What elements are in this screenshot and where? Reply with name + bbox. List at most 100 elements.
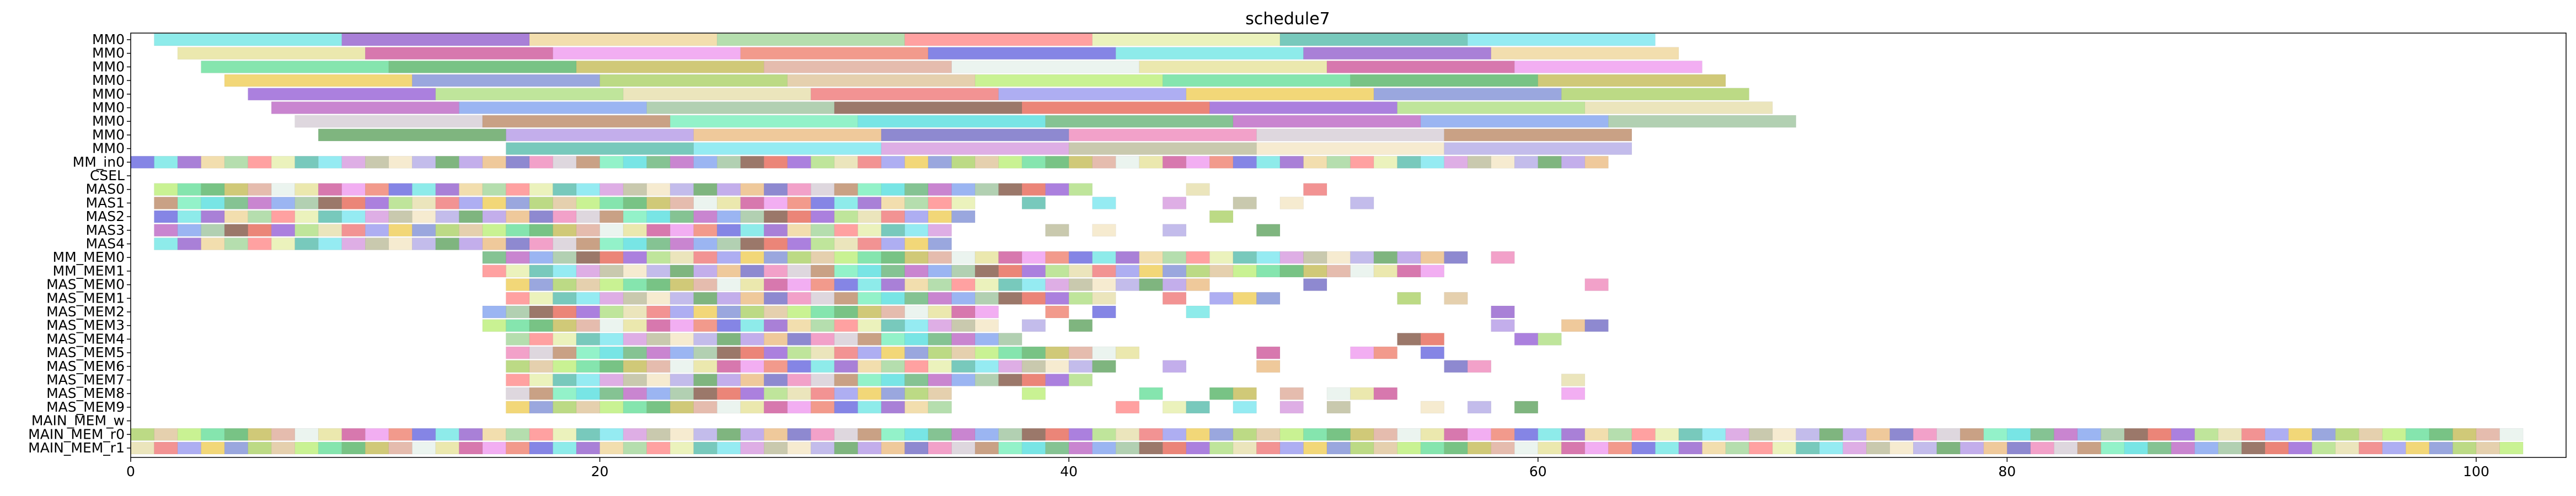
task-bar (529, 346, 553, 359)
task-bar (787, 210, 811, 223)
task-bar (459, 183, 483, 196)
task-bar (974, 333, 999, 346)
task-bar (858, 210, 882, 223)
task-bar (341, 224, 366, 237)
task-bar (693, 278, 717, 291)
task-bar (1233, 251, 1257, 264)
task-bar (1092, 155, 1116, 169)
task-bar (646, 360, 671, 373)
task-bar (1115, 278, 1140, 291)
task-bar (904, 197, 929, 209)
task-bar (1092, 346, 1116, 359)
task-bar (529, 210, 553, 223)
task-bar (1467, 401, 1492, 414)
task-bar (271, 210, 296, 223)
task-bar (716, 305, 741, 319)
task-bar (2264, 428, 2289, 441)
task-bar (1889, 441, 1914, 455)
task-bar (435, 428, 459, 441)
task-bar (1139, 428, 1163, 441)
task-bar (764, 197, 788, 209)
task-bar (1796, 428, 1820, 441)
task-bar (1256, 360, 1281, 373)
task-bar (951, 61, 1140, 73)
task-bar (928, 210, 952, 223)
task-bar (1163, 360, 1187, 373)
task-bar (1092, 251, 1116, 264)
task-bar (2382, 441, 2406, 455)
task-bar (365, 47, 553, 60)
task-bar (811, 319, 835, 332)
task-bar (435, 197, 459, 209)
task-bar (1397, 251, 1421, 264)
task-bar (341, 238, 366, 250)
task-bar (858, 238, 882, 250)
task-bar (787, 441, 811, 455)
x-tick-label: 60 (1529, 463, 1547, 479)
x-tick-label: 20 (591, 463, 609, 479)
task-bar (1561, 155, 1586, 169)
task-bar (1021, 428, 1046, 441)
task-bar (388, 183, 413, 196)
task-bar (482, 265, 506, 278)
task-bar (1960, 428, 1984, 441)
task-bar (576, 333, 600, 346)
task-bar (834, 374, 858, 386)
task-bar (482, 319, 506, 332)
task-bar (1209, 441, 1234, 455)
task-bar (576, 155, 600, 169)
task-bar (1444, 360, 1468, 373)
task-bar (576, 224, 600, 237)
task-bar (1068, 155, 1093, 169)
task-bar (154, 224, 178, 237)
task-bar (858, 346, 882, 359)
task-bar (1045, 428, 1069, 441)
task-bar (365, 210, 389, 223)
task-bar (365, 238, 389, 250)
task-bar (646, 374, 671, 386)
task-bar (693, 319, 717, 332)
task-bar (716, 346, 741, 359)
task-bar (599, 183, 624, 196)
task-bar (974, 155, 999, 169)
task-bar (177, 197, 201, 209)
task-bar (1233, 387, 1257, 400)
task-bar (154, 155, 178, 169)
task-bar (1092, 441, 1116, 455)
task-bar (318, 238, 342, 250)
task-bar (248, 428, 272, 441)
task-bar (787, 333, 811, 346)
task-bar (1233, 401, 1257, 414)
task-bar (716, 210, 741, 223)
task-bar (2124, 441, 2148, 455)
task-bar (1350, 387, 1374, 400)
task-bar (646, 305, 671, 319)
task-bar (974, 265, 999, 278)
task-bar (764, 224, 788, 237)
task-bar (904, 374, 929, 386)
task-bar (1068, 374, 1093, 386)
task-bar (740, 387, 764, 400)
task-bar (811, 251, 835, 264)
task-bar (1584, 101, 1773, 114)
task-bar (506, 278, 530, 291)
row-label: MM0 (92, 58, 125, 74)
task-bar (623, 183, 647, 196)
task-bar (459, 155, 483, 169)
task-bar (482, 305, 506, 319)
task-bar (1163, 74, 1351, 87)
task-bar (904, 346, 929, 359)
task-bar (2030, 428, 2054, 441)
task-bar (506, 305, 530, 319)
row-label: MAS2 (86, 208, 125, 224)
task-bar (248, 210, 272, 223)
task-bar (294, 197, 319, 209)
task-bar (553, 319, 577, 332)
task-bar (412, 224, 436, 237)
task-bar (529, 374, 553, 386)
task-bar (1467, 33, 1656, 46)
task-bar (341, 197, 366, 209)
task-bar (529, 197, 553, 209)
task-bar (904, 387, 929, 400)
task-bar (1420, 155, 1444, 169)
